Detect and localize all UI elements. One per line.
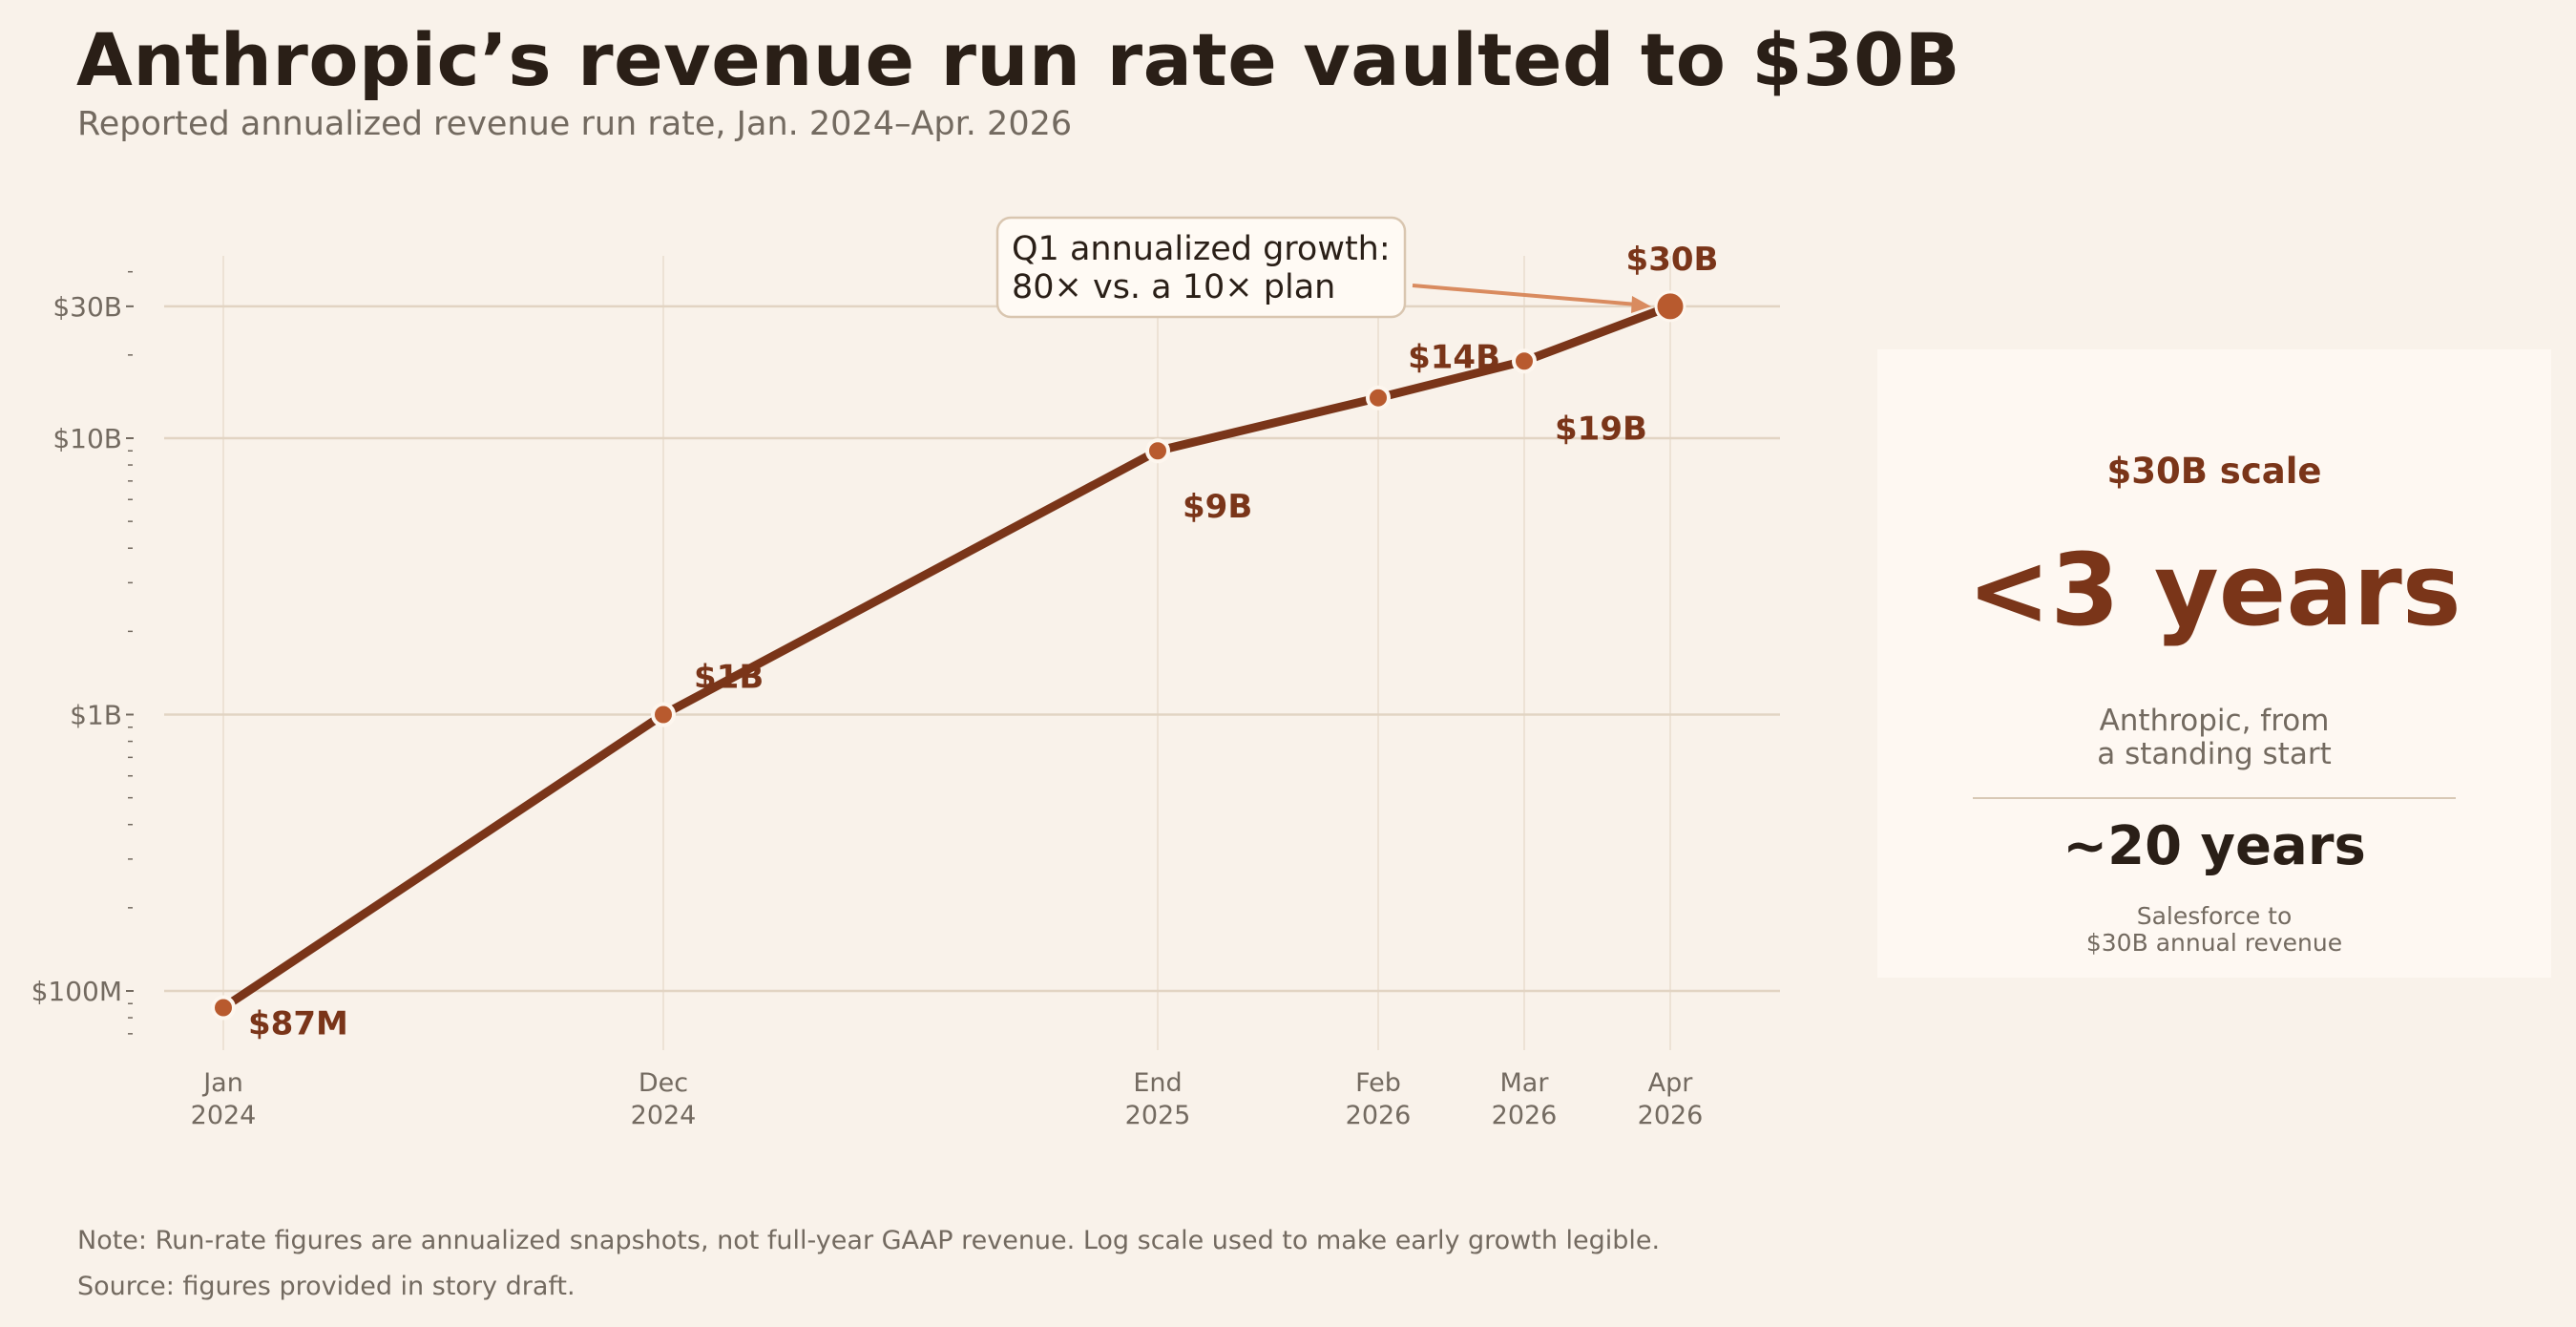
x-tick-label-4-line-2: 2026 <box>1492 1101 1558 1130</box>
x-tick-label-4-line-1: Mar <box>1500 1068 1550 1098</box>
source-line: Source: figures provided in story draft. <box>77 1272 576 1301</box>
x-tick-label-3-line-2: 2026 <box>1346 1101 1412 1130</box>
revenue-line-chart: $100M $1B $10B $30B Jan 2024 Dec 2024 End 2025 Feb… <box>31 216 1780 1130</box>
x-tick-label-3-line-1: Feb <box>1355 1068 1401 1098</box>
data-label-4: $19B <box>1555 410 1647 448</box>
card-description-line-2: a standing start <box>2097 736 2332 771</box>
comparison-card: $30B scale <3 years Anthropic, from a st… <box>1877 349 2551 978</box>
chart-title: Anthropic’s revenue run rate vaulted to … <box>76 17 1960 102</box>
y-tick-label-3: $30B <box>52 291 122 323</box>
card-divider <box>1973 797 2456 799</box>
data-label-2: $9B <box>1183 488 1252 526</box>
x-tick-label-0-line-1: Jan <box>201 1068 243 1098</box>
series-layer <box>211 290 1686 1021</box>
label-layer: $87M $1B $9B $14B $19B $30B <box>248 241 1718 1043</box>
data-label-1: $1B <box>694 659 764 697</box>
axis-layer: $100M $1B $10B $30B Jan 2024 Dec 2024 End 2025 Feb… <box>31 270 1704 1130</box>
card-comparison-line-2: $30B annual revenue <box>2085 929 2343 957</box>
x-tick-label-5-line-2: 2026 <box>1638 1101 1704 1130</box>
y-tick-label-0: $100M <box>31 976 122 1007</box>
data-point-4 <box>1512 348 1537 374</box>
x-tick-label-5-line-1: Apr <box>1648 1068 1694 1098</box>
x-tick-label-1-line-1: Dec <box>639 1068 688 1098</box>
annotation-line-1: Q1 annualized growth: <box>1012 230 1391 268</box>
annotation-layer: Q1 annualized growth: 80× vs. a 10× plan <box>995 216 1651 319</box>
y-tick-label-2: $10B <box>52 423 122 454</box>
data-point-2 <box>1145 438 1170 464</box>
data-label-0: $87M <box>248 1005 348 1043</box>
x-tick-label-0-line-2: 2024 <box>191 1101 257 1130</box>
card-kicker: $30B scale <box>2106 451 2322 492</box>
data-label-3: $14B <box>1408 339 1500 377</box>
annotation-arrow <box>1412 284 1638 306</box>
chart-subtitle: Reported annualized revenue run rate, Ja… <box>77 105 1073 143</box>
grid-layer <box>164 256 1780 1050</box>
card-headline-stat: <3 years <box>1967 532 2461 648</box>
revenue-series-line <box>219 302 1675 1012</box>
data-label-5: $30B <box>1626 241 1719 279</box>
x-tick-label-1-line-2: 2024 <box>631 1101 697 1130</box>
data-point-0 <box>211 995 236 1021</box>
data-point-3 <box>1366 385 1391 411</box>
annotation-line-2: 80× vs. a 10× plan <box>1012 268 1335 306</box>
x-tick-label-2-line-1: End <box>1133 1068 1182 1098</box>
data-point-5 <box>1654 290 1686 323</box>
y-tick-label-1: $1B <box>70 700 122 731</box>
card-comparison-description: Salesforce to $30B annual revenue <box>1877 903 2551 957</box>
annotation-arrowhead-icon <box>1631 296 1651 313</box>
x-tick-label-2-line-2: 2025 <box>1125 1101 1191 1130</box>
footnote: Note: Run-rate figures are annualized sn… <box>77 1226 1661 1255</box>
card-description-line-1: Anthropic, from <box>2099 704 2330 738</box>
card-comparison-line-1: Salesforce to <box>2136 902 2293 930</box>
annotation-box <box>995 216 1407 319</box>
card-description: Anthropic, from a standing start <box>1877 705 2551 770</box>
card-comparison-stat: ~20 years <box>2063 815 2366 877</box>
data-point-1 <box>651 702 676 727</box>
